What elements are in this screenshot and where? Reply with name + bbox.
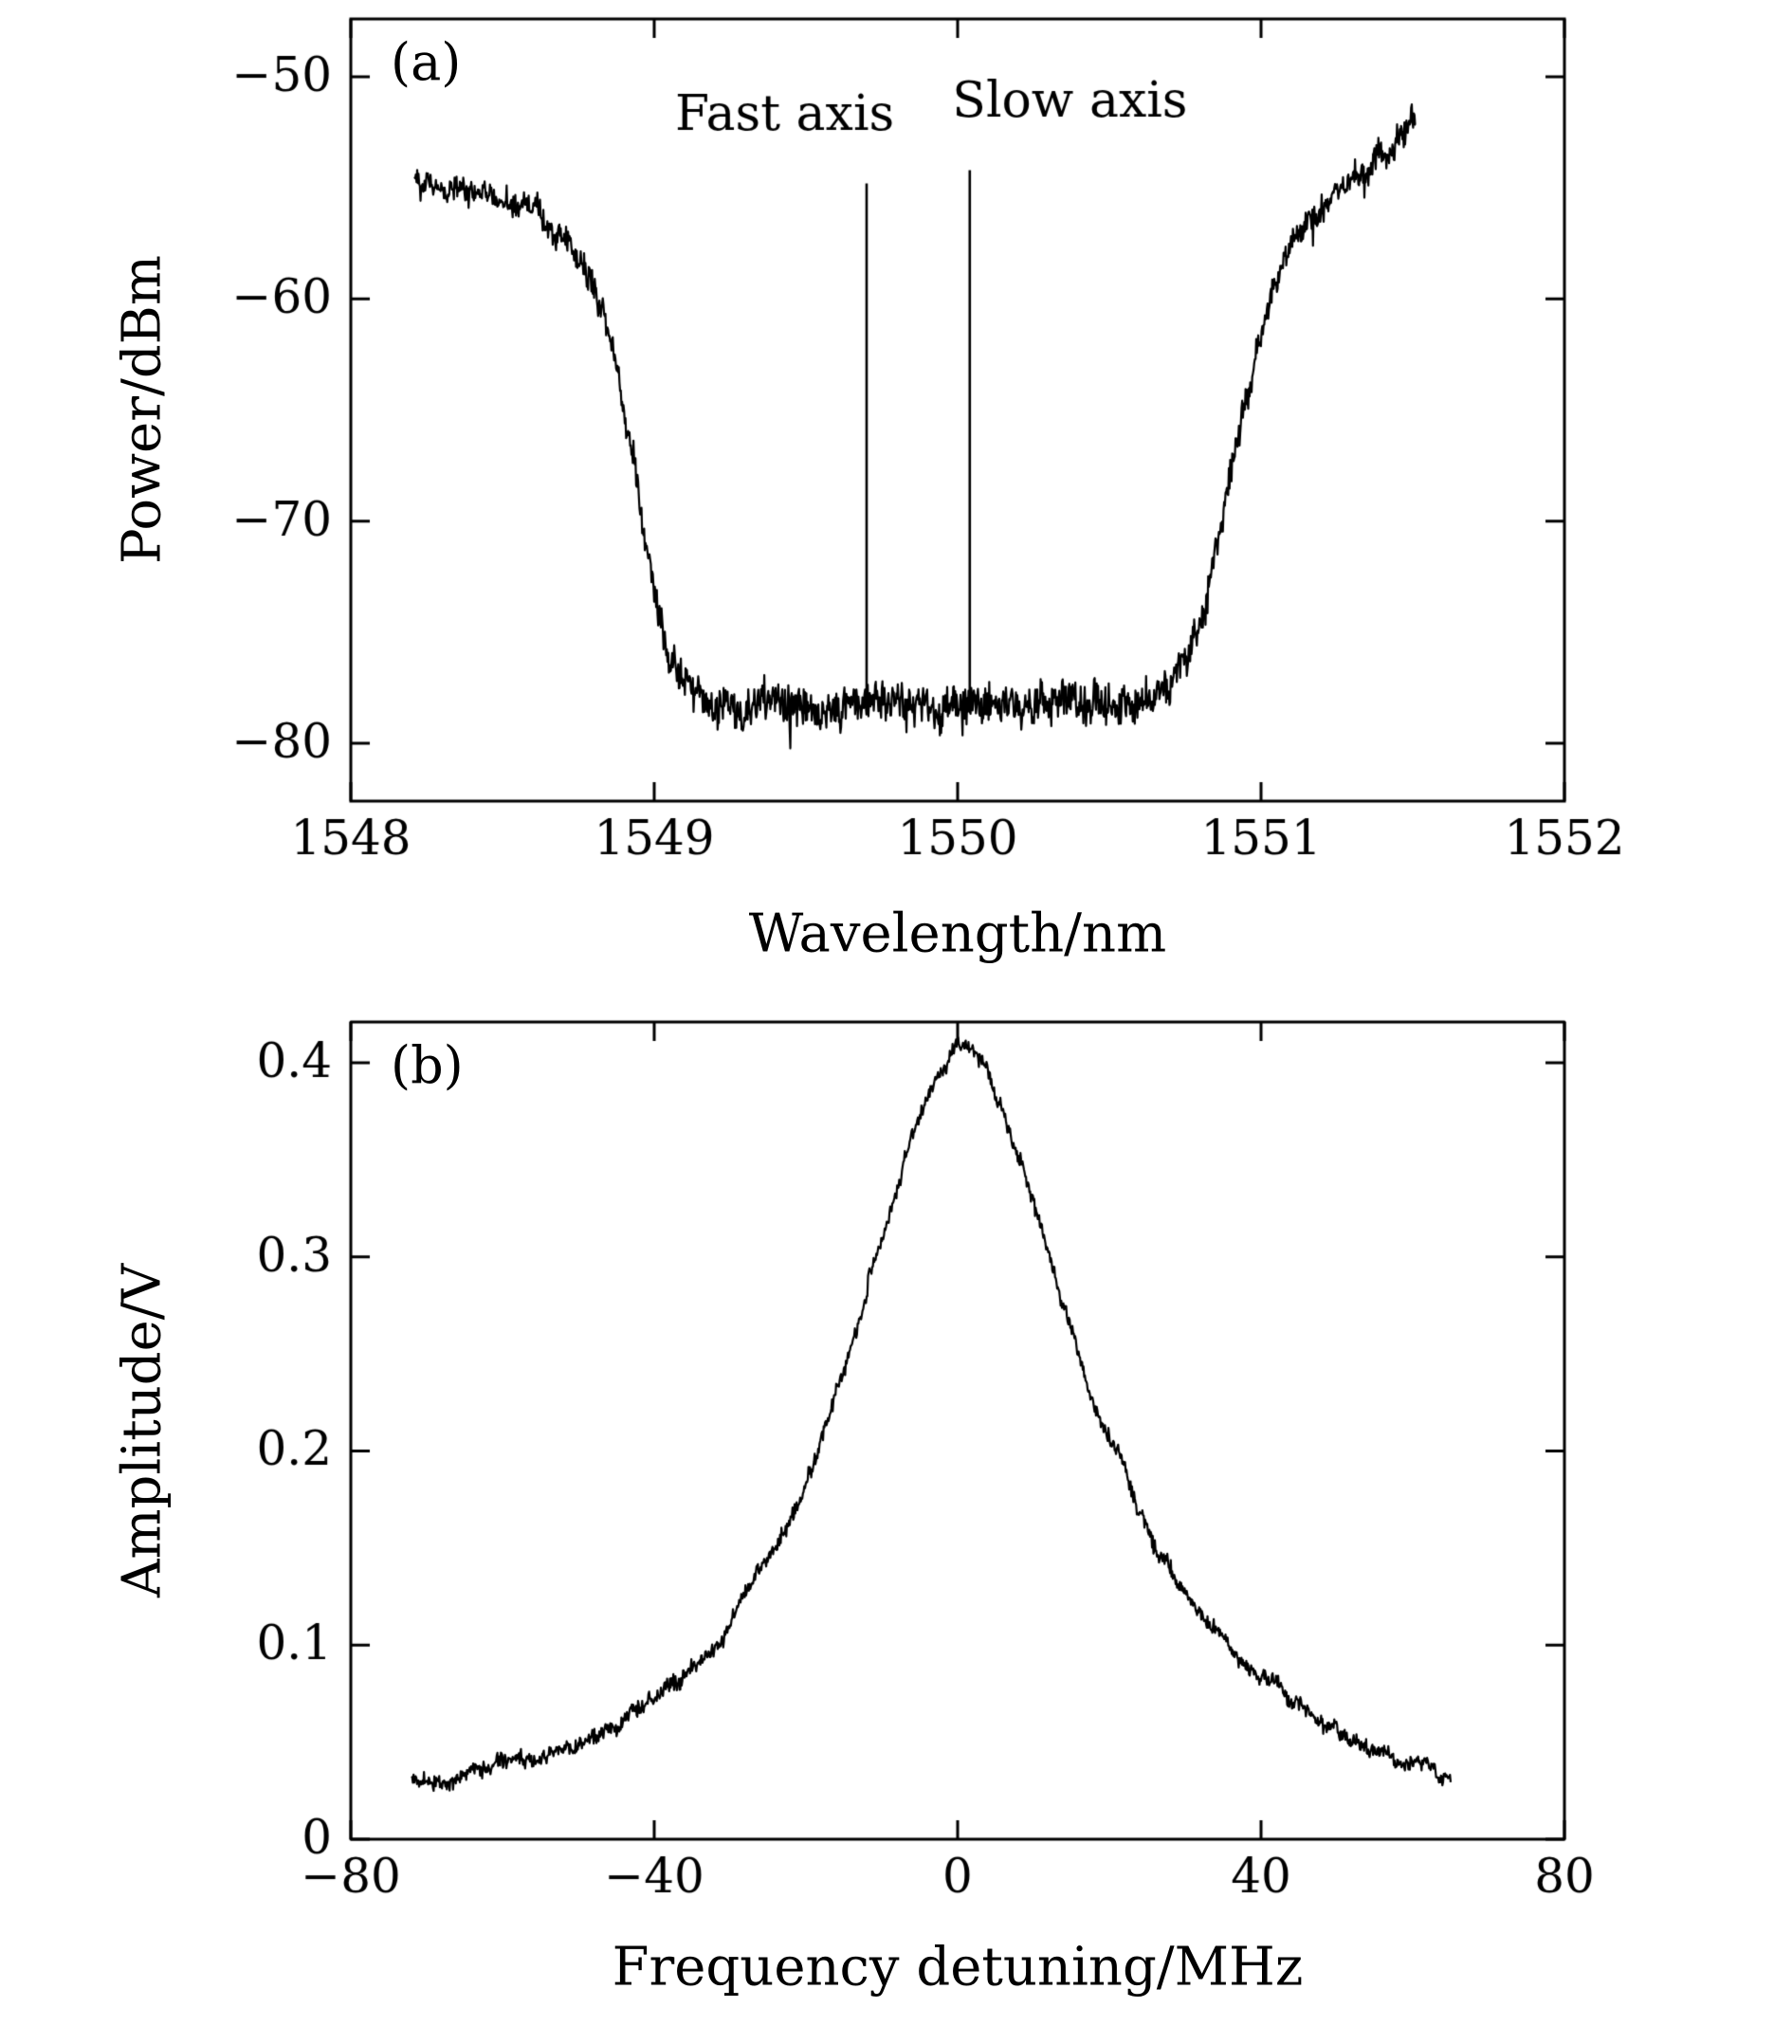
panel-a-x-axis-label: Wavelength/nm bbox=[748, 903, 1167, 965]
panel-a-letter: (a) bbox=[391, 32, 462, 92]
panel-b-y-axis-label: Amplitude/V bbox=[111, 1263, 174, 1598]
panel-a-y-axis-label: Power/dBm bbox=[111, 255, 174, 564]
panel-b-x-axis-label: Frequency detuning/MHz bbox=[612, 1936, 1304, 1998]
panel-b-letter: (b) bbox=[391, 1035, 464, 1095]
